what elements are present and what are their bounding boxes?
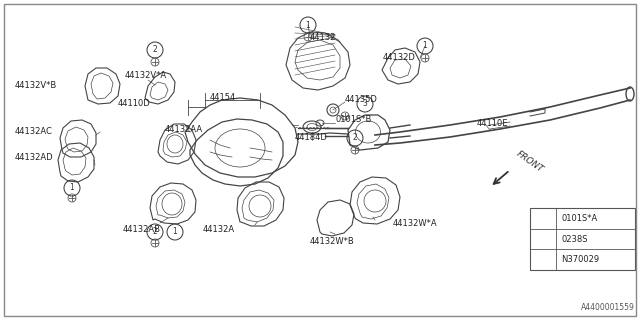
Text: N370029: N370029 — [561, 255, 599, 264]
FancyBboxPatch shape — [530, 208, 635, 270]
Text: 44132A: 44132A — [203, 225, 235, 234]
Text: FRONT: FRONT — [515, 149, 545, 174]
Text: 44132D: 44132D — [383, 53, 416, 62]
Text: A4400001559: A4400001559 — [581, 303, 635, 312]
Text: 1: 1 — [70, 183, 74, 193]
Text: 44132AD: 44132AD — [15, 153, 54, 162]
Text: 1: 1 — [306, 20, 310, 29]
Text: 0101S*A: 0101S*A — [561, 214, 597, 223]
Text: 44132AC: 44132AC — [15, 127, 53, 137]
Text: 3: 3 — [541, 255, 545, 264]
Text: 0101S*B: 0101S*B — [335, 116, 371, 124]
Text: 44110D: 44110D — [118, 100, 151, 108]
Text: 44132W*A: 44132W*A — [393, 220, 438, 228]
Text: 2: 2 — [152, 45, 157, 54]
Text: 44132V*A: 44132V*A — [125, 70, 167, 79]
Text: 3: 3 — [363, 100, 367, 108]
Text: 44132: 44132 — [310, 33, 337, 42]
Text: 44184D: 44184D — [295, 132, 328, 141]
Text: 2: 2 — [152, 228, 157, 236]
Text: 0238S: 0238S — [561, 235, 588, 244]
Text: 44135D: 44135D — [345, 95, 378, 105]
Text: 44132AB: 44132AB — [123, 225, 161, 234]
Text: 2: 2 — [353, 133, 357, 142]
Text: 44132V*B: 44132V*B — [15, 81, 57, 90]
Text: 44132W*B: 44132W*B — [310, 237, 355, 246]
Text: 1: 1 — [541, 214, 545, 223]
Text: 44110E: 44110E — [477, 119, 509, 129]
Text: 1: 1 — [422, 42, 428, 51]
Text: 44154: 44154 — [210, 93, 236, 102]
Text: 1: 1 — [173, 228, 177, 236]
Text: 44132AA: 44132AA — [165, 125, 203, 134]
Text: 2: 2 — [541, 235, 545, 244]
